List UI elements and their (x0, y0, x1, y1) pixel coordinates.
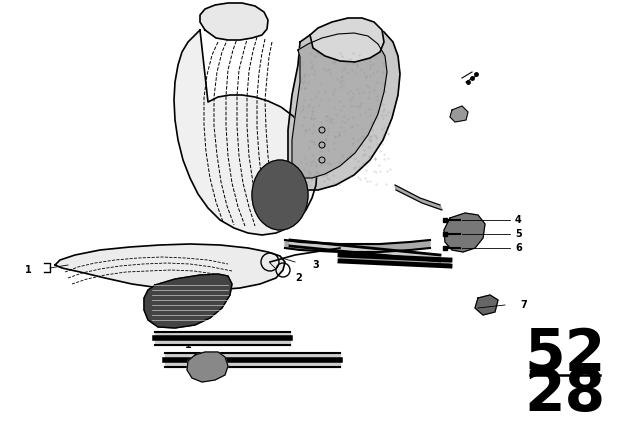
Text: 4: 4 (515, 215, 522, 225)
Polygon shape (475, 295, 498, 315)
Text: 6: 6 (515, 243, 522, 253)
Polygon shape (292, 33, 387, 178)
Text: 2: 2 (295, 273, 301, 283)
Polygon shape (200, 3, 268, 40)
Polygon shape (290, 240, 440, 261)
Polygon shape (395, 185, 442, 210)
Polygon shape (155, 332, 290, 345)
Text: 3: 3 (312, 260, 319, 270)
Polygon shape (144, 274, 232, 328)
Text: 52: 52 (524, 327, 605, 383)
Text: 7: 7 (520, 300, 527, 310)
Polygon shape (450, 106, 468, 122)
Polygon shape (288, 23, 400, 190)
Text: 1: 1 (24, 265, 31, 275)
Polygon shape (285, 240, 430, 252)
Polygon shape (444, 213, 485, 252)
Polygon shape (165, 353, 340, 367)
Ellipse shape (252, 160, 308, 230)
Text: 5: 5 (515, 229, 522, 239)
Text: 1: 1 (184, 340, 191, 350)
Polygon shape (55, 244, 285, 290)
Polygon shape (187, 352, 228, 382)
Polygon shape (310, 18, 384, 62)
Polygon shape (174, 30, 317, 235)
Polygon shape (340, 255, 450, 266)
Text: 28: 28 (524, 366, 605, 423)
